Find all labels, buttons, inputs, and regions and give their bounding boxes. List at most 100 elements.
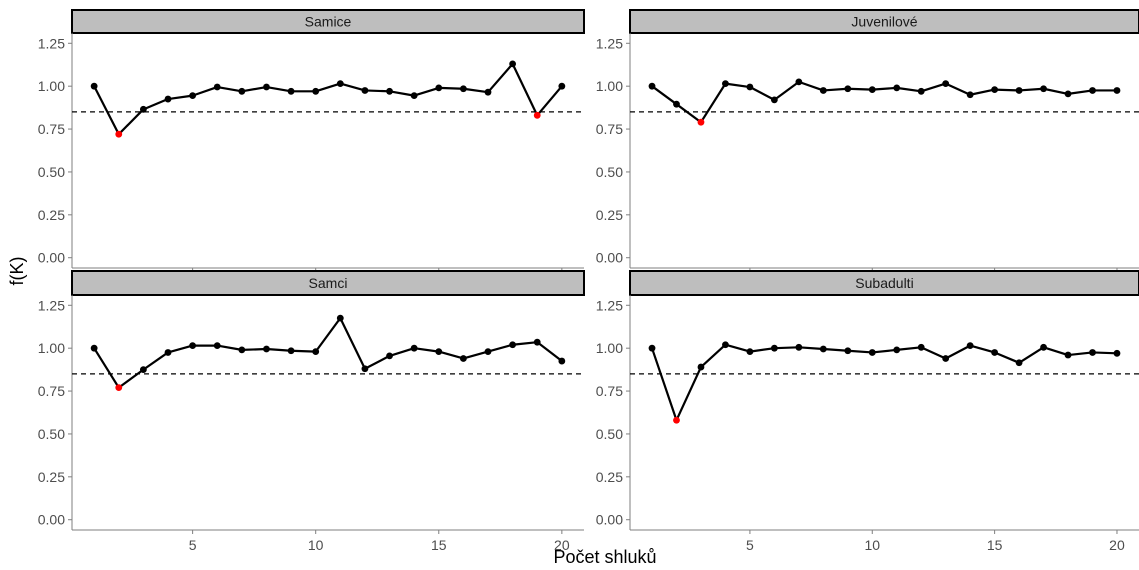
- data-point: [213, 83, 221, 91]
- panel-strip: [71, 9, 585, 34]
- data-point: [336, 80, 344, 88]
- data-point: [164, 95, 172, 103]
- panel-2: Juvenilové 0.00 0.25 0.50 0.75 1.00 1.25: [596, 9, 1139, 272]
- panel-4: Subadulti 0.00 0.25 0.50 0.75 1.00 1.25 5 10 15 20: [596, 270, 1139, 553]
- data-point: [509, 60, 517, 68]
- y-tick-label: 1.00: [38, 78, 65, 94]
- highlight-point: [115, 384, 123, 392]
- data-point: [917, 343, 925, 351]
- x-tick-label: 15: [987, 537, 1003, 553]
- data-point: [770, 344, 778, 352]
- x-tick-label: 20: [554, 537, 570, 553]
- data-point: [795, 78, 803, 86]
- highlight-point: [697, 118, 705, 126]
- y-tick-label: 0.75: [596, 121, 623, 137]
- data-point: [189, 342, 197, 350]
- data-point: [722, 80, 729, 88]
- data-point: [361, 365, 369, 373]
- data-point: [90, 344, 98, 352]
- data-point: [795, 343, 803, 351]
- panel-strip: [629, 270, 1139, 296]
- y-tick-label: 1.00: [38, 340, 65, 356]
- data-point: [1064, 351, 1072, 359]
- data-point: [386, 352, 393, 360]
- data-point: [484, 348, 492, 356]
- x-axis-title: Počet shluků: [553, 547, 656, 567]
- y-tick-label: 1.25: [596, 35, 623, 51]
- data-point: [287, 87, 295, 95]
- data-point: [139, 105, 147, 113]
- y-tick-label: 1.25: [38, 297, 65, 313]
- data-point: [312, 348, 320, 356]
- data-point: [991, 349, 999, 356]
- y-tick-label: 0.25: [38, 469, 65, 485]
- data-point: [1040, 85, 1047, 93]
- data-point: [213, 342, 221, 350]
- data-point: [893, 346, 901, 354]
- data-point: [722, 341, 729, 349]
- highlight-point: [673, 416, 680, 424]
- y-axis-title: f(K): [7, 257, 27, 286]
- data-point: [893, 84, 901, 92]
- y-tick-label: 0.50: [596, 164, 623, 180]
- data-point: [819, 345, 827, 353]
- data-point: [410, 92, 418, 100]
- data-point: [1113, 349, 1121, 357]
- x-tick-label: 5: [189, 537, 197, 553]
- data-point: [942, 355, 950, 362]
- data-point: [917, 87, 925, 95]
- highlight-point: [533, 111, 541, 119]
- data-point: [90, 82, 98, 90]
- data-point: [435, 348, 443, 356]
- data-point: [361, 87, 369, 94]
- data-point: [1113, 87, 1121, 94]
- y-tick-label: 0.25: [596, 207, 623, 223]
- y-tick-label: 0.75: [596, 383, 623, 399]
- data-point: [819, 87, 827, 94]
- y-tick-label: 0.00: [38, 250, 65, 266]
- x-tick-label: 5: [746, 537, 754, 553]
- data-point: [238, 346, 246, 354]
- series-line: [651, 80, 1117, 124]
- data-point: [435, 84, 443, 92]
- y-tick-label: 0.75: [38, 121, 65, 137]
- series-line: [93, 317, 563, 389]
- data-point: [648, 344, 656, 352]
- data-point: [263, 345, 270, 353]
- y-tick-label: 0.75: [38, 383, 65, 399]
- data-point: [1015, 87, 1023, 94]
- data-point: [312, 87, 320, 95]
- data-point: [238, 87, 246, 95]
- data-point: [558, 82, 566, 90]
- x-tick-label: 10: [864, 537, 880, 553]
- panel-title: Juvenilové: [851, 14, 917, 30]
- highlight-point: [115, 130, 123, 138]
- y-tick-label: 1.25: [38, 35, 65, 51]
- data-point: [697, 363, 705, 371]
- y-tick-label: 1.00: [596, 340, 623, 356]
- data-point: [966, 342, 974, 350]
- data-point: [1089, 87, 1096, 94]
- y-tick-label: 0.25: [38, 207, 65, 223]
- data-point: [459, 355, 467, 362]
- data-point: [844, 347, 852, 355]
- data-point: [746, 83, 754, 91]
- data-point: [386, 87, 393, 95]
- panel-1: Samice 0.00 0.25 0.50 0.75 1.00 1.25: [38, 9, 585, 272]
- x-tick-label: 10: [308, 537, 324, 553]
- data-point: [770, 96, 778, 104]
- data-point: [189, 92, 197, 100]
- y-tick-label: 0.50: [596, 426, 623, 442]
- x-tick-label: 20: [1109, 537, 1125, 553]
- y-tick-label: 1.25: [596, 297, 623, 313]
- panel-strip: [629, 9, 1139, 34]
- data-point: [484, 88, 492, 96]
- data-point: [336, 314, 344, 322]
- data-point: [991, 86, 999, 94]
- data-point: [746, 348, 754, 356]
- y-tick-label: 0.25: [596, 469, 623, 485]
- data-point: [844, 85, 852, 93]
- panel-title: Samice: [305, 14, 352, 30]
- data-point: [139, 366, 147, 374]
